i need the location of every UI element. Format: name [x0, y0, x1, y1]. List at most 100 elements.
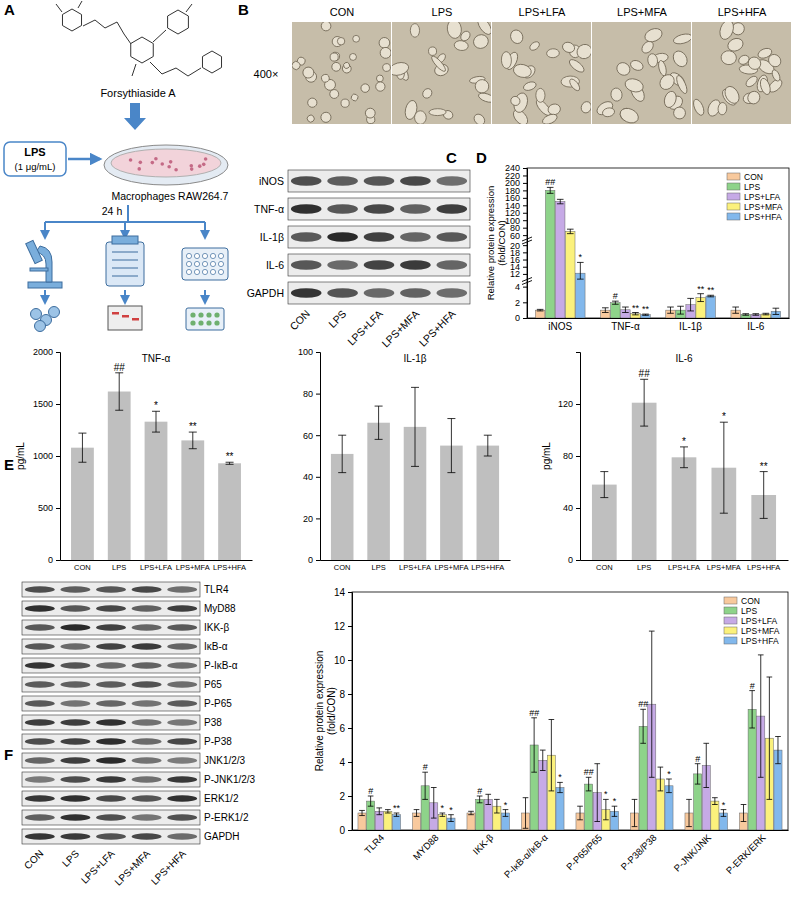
blot-band — [167, 738, 197, 745]
tick: LPS+HFA — [747, 563, 780, 572]
error-bar — [612, 301, 619, 304]
x-tick-label: CON — [74, 563, 91, 572]
tick: CON — [74, 563, 91, 572]
tick: IL-6 — [747, 321, 765, 332]
cell — [410, 24, 419, 38]
tick: 240 — [505, 163, 527, 173]
background — [0, 0, 794, 920]
cell — [169, 160, 173, 164]
blot-band — [25, 700, 55, 707]
error-bar — [523, 798, 529, 829]
error-bar — [658, 767, 664, 791]
error-bar — [749, 691, 755, 728]
significance: ## — [114, 362, 126, 373]
panel-label: C — [446, 149, 457, 166]
blot-band — [25, 738, 55, 745]
blot-label: GAPDH — [204, 831, 240, 842]
blot-band — [96, 662, 126, 669]
blot-band — [132, 586, 162, 593]
blot-band — [364, 260, 395, 270]
error-bar — [632, 799, 638, 826]
cell — [364, 107, 377, 120]
cell — [746, 54, 764, 71]
significance: # — [695, 754, 700, 764]
cell — [139, 161, 143, 165]
blot-strip — [22, 601, 200, 616]
blot-band — [60, 700, 90, 707]
x-tick-label: iNOS — [548, 321, 572, 332]
cell — [342, 61, 350, 69]
y-tick — [348, 592, 352, 593]
blot-band — [167, 776, 197, 783]
arrow — [204, 222, 206, 238]
blot-band — [60, 719, 90, 726]
error-bar — [640, 379, 648, 426]
tick: CON — [334, 563, 351, 572]
y-tick — [348, 830, 352, 831]
y-tick-label: 500 — [38, 503, 53, 513]
significance: * — [579, 252, 583, 262]
tick: 2 — [515, 298, 527, 308]
significance: ** — [642, 304, 650, 314]
y-tick-label: 240 — [505, 163, 520, 173]
cell — [137, 167, 141, 171]
significance: * — [682, 436, 686, 447]
duration: 24 h — [102, 205, 123, 217]
cell — [546, 48, 559, 58]
bar — [672, 457, 697, 560]
icon-part — [190, 312, 195, 317]
error-bar — [732, 307, 739, 313]
error-bar — [557, 782, 563, 792]
tick: CON — [596, 563, 613, 572]
x-tick-label: P-P65/P65 — [564, 832, 604, 872]
error-bar — [468, 811, 474, 814]
tick: 60 — [303, 431, 320, 441]
y-tick — [56, 560, 60, 561]
bar — [477, 446, 500, 560]
cell — [574, 42, 591, 62]
blot-label: ERK1/2 — [204, 793, 239, 804]
icon-part — [218, 269, 223, 274]
cell — [329, 89, 340, 100]
y-tick-label: 2 — [515, 298, 520, 308]
error-bar — [484, 435, 492, 456]
cell — [501, 51, 512, 68]
error-bar — [649, 631, 655, 777]
axis-line — [321, 560, 511, 561]
blot-band — [132, 624, 162, 631]
error-bar — [577, 806, 583, 820]
y-tick-label: 1500 — [33, 399, 53, 409]
blot-band — [364, 176, 395, 186]
tick: IL-1β — [679, 321, 702, 332]
legend-label: LPS+MFA — [744, 202, 783, 212]
blot-label: P-P38 — [204, 736, 232, 747]
blot-label: TLR4 — [204, 584, 229, 595]
x-tick-label: LPS+HFA — [213, 563, 246, 572]
error-bar — [115, 373, 123, 410]
blot-band — [60, 738, 90, 745]
blot-band — [167, 795, 197, 802]
x-axis: iNOS TNF-α IL-1β IL-6 — [528, 319, 790, 333]
error-bar — [338, 435, 346, 472]
error-bar — [440, 813, 446, 816]
error-bar — [720, 422, 728, 513]
cell — [602, 107, 616, 118]
y-tick — [576, 508, 580, 509]
tick: TNF-α — [611, 321, 640, 332]
legend-swatch — [724, 637, 737, 644]
significance: ** — [189, 421, 197, 432]
error-bar — [557, 199, 564, 203]
significance: ## — [638, 699, 648, 709]
ring — [168, 10, 189, 34]
error-bar — [494, 799, 500, 813]
legend-label: LPS+HFA — [744, 212, 782, 222]
y-tick-label: 6 — [339, 723, 345, 734]
tick: 10 — [334, 655, 352, 666]
blot-label: TNF-α — [254, 203, 284, 215]
x-tick-label: CON — [334, 563, 351, 572]
blot-band — [25, 833, 55, 840]
bar — [545, 190, 554, 318]
y-tick-label: 20 — [510, 241, 520, 251]
blot-band — [437, 260, 468, 270]
blot-label: IL-6 — [266, 259, 284, 271]
